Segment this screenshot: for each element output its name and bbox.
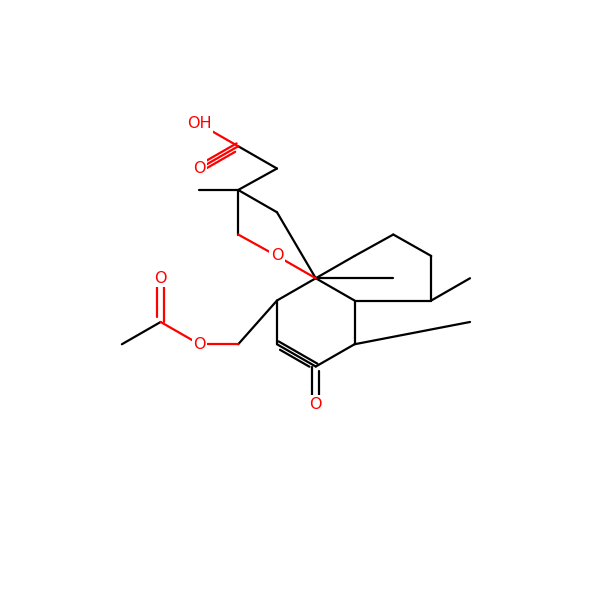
Text: OH: OH	[187, 116, 212, 131]
Text: O: O	[193, 161, 206, 176]
Text: O: O	[310, 397, 322, 412]
Text: O: O	[271, 248, 283, 263]
Text: O: O	[193, 337, 206, 352]
Text: O: O	[154, 271, 167, 286]
